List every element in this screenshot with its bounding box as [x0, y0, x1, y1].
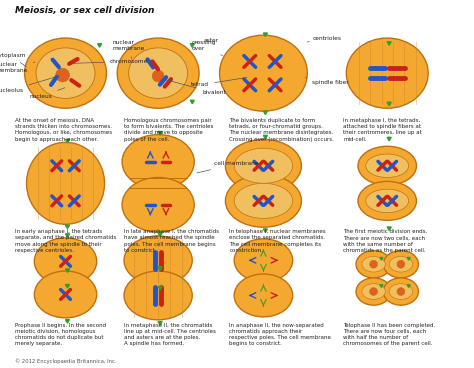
- Circle shape: [370, 288, 377, 296]
- Ellipse shape: [234, 148, 292, 183]
- Ellipse shape: [389, 284, 412, 299]
- Ellipse shape: [234, 274, 292, 317]
- Ellipse shape: [36, 48, 95, 98]
- Ellipse shape: [124, 236, 192, 285]
- Text: nucleolus: nucleolus: [0, 76, 59, 93]
- Circle shape: [152, 70, 164, 82]
- Ellipse shape: [122, 177, 194, 232]
- Text: Telophase II has been completed.
There are now four cells, each
with half the nu: Telophase II has been completed. There a…: [343, 323, 436, 346]
- Ellipse shape: [356, 278, 391, 305]
- Text: In metaphase I, the tetrads,
attached to spindle fibers at
their centromeres, li: In metaphase I, the tetrads, attached to…: [343, 118, 422, 142]
- Text: nuclear
membrane: nuclear membrane: [112, 40, 145, 59]
- Ellipse shape: [358, 181, 417, 220]
- Text: crossing
over: crossing over: [191, 40, 222, 56]
- Ellipse shape: [234, 239, 292, 282]
- Ellipse shape: [383, 251, 419, 278]
- Ellipse shape: [356, 251, 391, 278]
- Circle shape: [397, 288, 405, 296]
- Text: Meiosis, or sex cell division: Meiosis, or sex cell division: [15, 6, 154, 15]
- Circle shape: [397, 260, 405, 268]
- Text: centrioles: centrioles: [307, 36, 341, 42]
- Text: nucleus: nucleus: [29, 88, 65, 99]
- Text: spindle fiber: spindle fiber: [305, 78, 349, 85]
- Ellipse shape: [219, 35, 307, 111]
- Ellipse shape: [117, 38, 199, 108]
- Text: cell membrane: cell membrane: [197, 161, 258, 173]
- Ellipse shape: [34, 238, 97, 285]
- Ellipse shape: [358, 146, 417, 185]
- Ellipse shape: [366, 189, 409, 213]
- Text: The first meiotic division ends.
There are now two cells, each
with the same num: The first meiotic division ends. There a…: [343, 229, 428, 253]
- Ellipse shape: [383, 278, 419, 305]
- Ellipse shape: [366, 154, 409, 177]
- Text: In anaphase II, the now-separated
chromatids approach their
respective poles. Th: In anaphase II, the now-separated chroma…: [229, 323, 331, 346]
- Ellipse shape: [122, 135, 194, 189]
- Ellipse shape: [362, 284, 385, 299]
- Text: bivalent: bivalent: [166, 80, 226, 95]
- Circle shape: [370, 260, 377, 268]
- Ellipse shape: [226, 139, 301, 192]
- Text: In telophase I, nuclear membranes
enclose the separated chromatids.
The cell mem: In telophase I, nuclear membranes enclos…: [229, 229, 326, 253]
- Text: In early anaphase I, the tetrads
separate, and the paired chromatids
move along : In early anaphase I, the tetrads separat…: [15, 229, 116, 253]
- Ellipse shape: [128, 48, 188, 98]
- Text: aster: aster: [195, 38, 219, 43]
- Text: © 2012 Encyclopaedia Britannica, Inc.: © 2012 Encyclopaedia Britannica, Inc.: [15, 359, 116, 364]
- Text: The bivalents duplicate to form
tetrads, or four-chromatid groups.
The nuclear m: The bivalents duplicate to form tetrads,…: [229, 118, 334, 142]
- Ellipse shape: [27, 142, 105, 224]
- Text: chromosome: chromosome: [73, 59, 148, 64]
- Ellipse shape: [34, 271, 97, 318]
- Text: In late anaphase I, the chromatids
have almost reached the spindle
poles. The ce: In late anaphase I, the chromatids have …: [124, 229, 219, 253]
- Ellipse shape: [25, 38, 107, 108]
- Ellipse shape: [389, 256, 412, 272]
- Ellipse shape: [124, 271, 192, 320]
- Text: At the onset of meiosis, DNA
strands thicken into chromosomes.
Homologous, or li: At the onset of meiosis, DNA strands thi…: [15, 118, 112, 142]
- Ellipse shape: [346, 38, 428, 108]
- Text: cytoplasm: cytoplasm: [0, 53, 26, 67]
- Text: tetrad: tetrad: [191, 78, 247, 87]
- Text: In metaphase II, the chromatids
line up at mid-cell. The centrioles
and asters a: In metaphase II, the chromatids line up …: [124, 323, 216, 346]
- Text: Homologous chromosomes pair
to form bivalents. The centrioles
divide and move to: Homologous chromosomes pair to form biva…: [124, 118, 213, 142]
- Circle shape: [56, 68, 69, 82]
- Text: Prophase II begins. In the second
meiotic division, homologous
chromatids do not: Prophase II begins. In the second meioti…: [15, 323, 106, 346]
- Ellipse shape: [234, 183, 292, 219]
- Ellipse shape: [362, 256, 385, 272]
- Text: nuclear
membrane: nuclear membrane: [0, 62, 35, 73]
- Ellipse shape: [226, 174, 301, 227]
